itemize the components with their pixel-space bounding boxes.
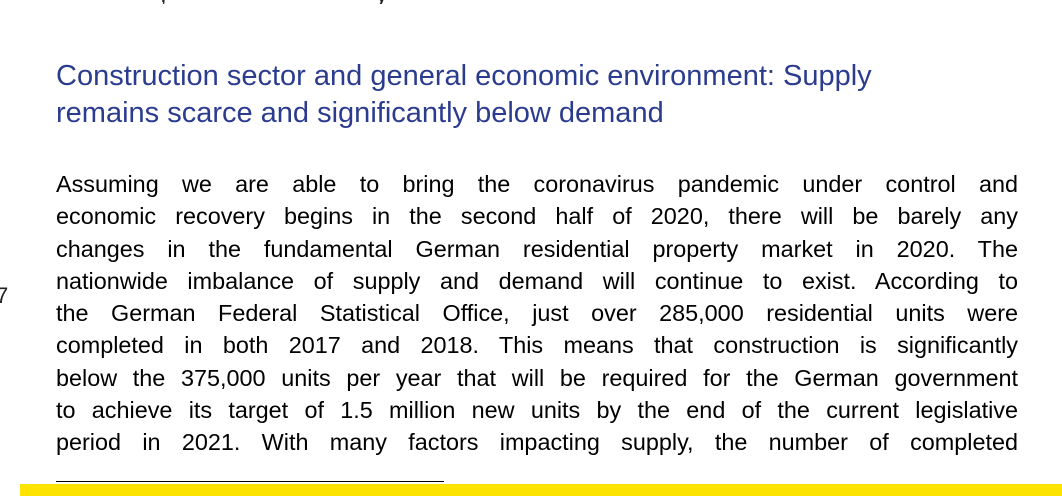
yellow-footer-band bbox=[20, 484, 1062, 496]
body-line: the German Federal Statistical Office, j… bbox=[56, 300, 1018, 327]
cut-off-char-left: , bbox=[160, 0, 168, 4]
cut-off-previous-line: ,y bbox=[160, 0, 597, 4]
body-line: nationwide imbalance of supply and deman… bbox=[56, 267, 1018, 294]
body-line: completed in both 2017 and 2018. This me… bbox=[56, 332, 1018, 359]
body-paragraph: Assuming we are able to bring the corona… bbox=[56, 168, 1018, 459]
margin-mark: 7 bbox=[0, 283, 9, 308]
section-heading-line-1: Construction sector and general economic… bbox=[56, 60, 872, 92]
cut-off-char-right: y bbox=[376, 0, 389, 4]
section-heading: Construction sector and general economic… bbox=[56, 58, 1016, 132]
body-line: Assuming we are able to bring the corona… bbox=[56, 171, 1018, 197]
body-line: to achieve its target of 1.5 million new… bbox=[56, 397, 1018, 424]
body-line: below the 375,000 units per year that wi… bbox=[56, 364, 1018, 391]
footnote-separator bbox=[56, 481, 444, 482]
body-line: changes in the fundamental German reside… bbox=[56, 235, 1018, 262]
body-line: period in 2021. With many factors impact… bbox=[56, 429, 1018, 456]
body-line: economic recovery begins in the second h… bbox=[56, 203, 1018, 230]
section-heading-line-2: remains scarce and significantly below d… bbox=[56, 97, 664, 129]
